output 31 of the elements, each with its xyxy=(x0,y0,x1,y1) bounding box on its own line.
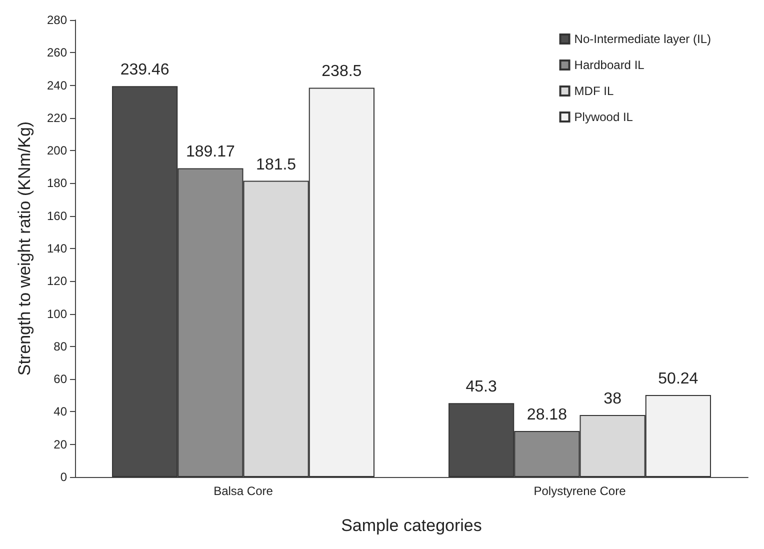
data-label: 28.18 xyxy=(526,406,568,424)
legend-label: No-Intermediate layer (IL) xyxy=(574,32,712,46)
y-tick-label: 220 xyxy=(46,110,68,125)
y-tick-label: 0 xyxy=(60,470,68,484)
y-tick-label: 200 xyxy=(46,144,68,158)
data-label: 181.5 xyxy=(256,156,296,174)
data-label: 189.17 xyxy=(186,144,236,161)
y-tick-label: 160 xyxy=(46,208,68,223)
y-tick-label: 40 xyxy=(54,404,68,419)
legend-label: Plywood IL xyxy=(574,110,634,124)
y-tick-label: 280 xyxy=(46,13,68,27)
y-tick-label: 180 xyxy=(46,176,68,190)
data-label: 238.5 xyxy=(322,63,362,80)
data-label: 38 xyxy=(604,390,622,408)
data-label: 50.24 xyxy=(658,370,698,388)
y-tick-label: 100 xyxy=(46,306,68,321)
legend-label: MDF IL xyxy=(574,84,614,98)
y-tick-label: 80 xyxy=(54,339,68,354)
y-tick-label: 260 xyxy=(46,46,68,60)
y-tick-label: 240 xyxy=(46,78,68,92)
data-label: 239.46 xyxy=(120,62,170,79)
x-tick-label: Balsa Core xyxy=(214,484,274,498)
x-axis-title: Sample categories xyxy=(341,516,482,535)
y-axis-title: Strength to weight ratio (KNm/Kg) xyxy=(15,121,34,376)
y-tick-label: 20 xyxy=(54,437,68,452)
legend-label: Hardboard IL xyxy=(574,58,645,72)
data-label: 45.3 xyxy=(466,378,497,396)
y-tick-label: 60 xyxy=(54,372,68,386)
x-tick-label: Polystyrene Core xyxy=(534,484,626,498)
y-tick-label: 140 xyxy=(46,242,68,256)
y-tick-label: 120 xyxy=(46,274,68,288)
